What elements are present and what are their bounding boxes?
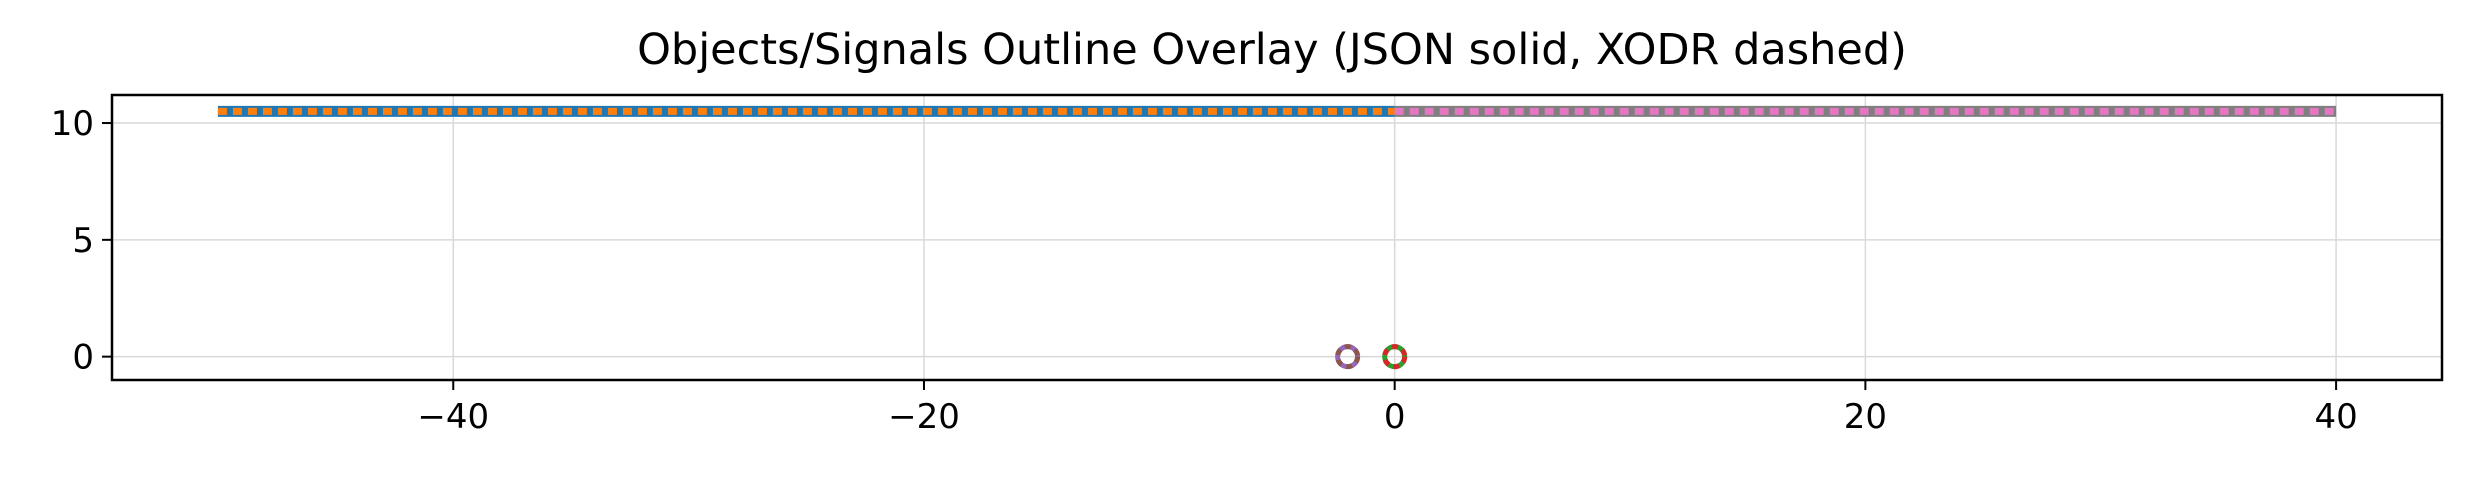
grid [112, 95, 2442, 380]
x-tick-label: 20 [1844, 397, 1887, 437]
x-tick-label: 0 [1384, 397, 1406, 437]
chart-title: Objects/Signals Outline Overlay (JSON so… [637, 25, 1907, 75]
y-tick-label: 10 [51, 104, 94, 144]
x-tick-label: 40 [2314, 397, 2357, 437]
ticks: −40 −20 0 20 40 0 5 10 [51, 104, 2358, 437]
x-tick-label: −20 [888, 397, 960, 437]
axes-frame [110, 93, 2444, 382]
y-tick-label: 0 [72, 338, 94, 378]
x-tick-label: −40 [417, 397, 489, 437]
plot-area [217, 105, 2337, 370]
series-7-point [1382, 344, 1408, 370]
y-tick-label: 5 [72, 221, 94, 261]
series-5-point [1335, 344, 1361, 370]
